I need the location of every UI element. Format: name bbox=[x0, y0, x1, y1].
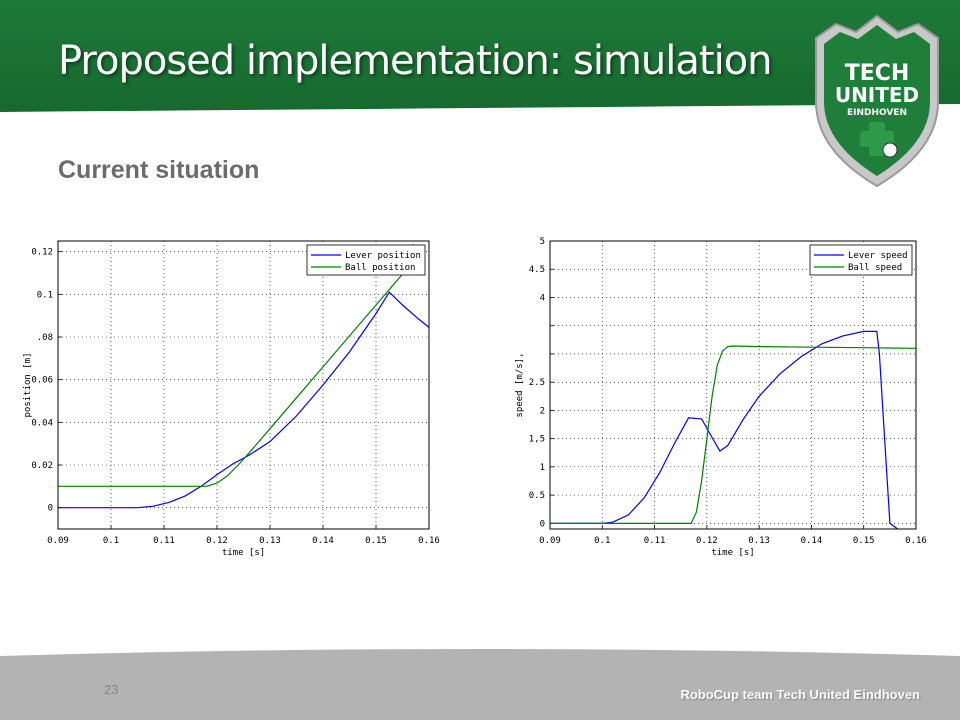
y-tick-label: 0 bbox=[48, 504, 53, 514]
series-line bbox=[550, 330, 899, 530]
slide-subtitle: Current situation bbox=[58, 156, 260, 184]
logo-line3: EINDHOVEN bbox=[847, 108, 907, 118]
y-tick-label: 0.04 bbox=[31, 418, 53, 428]
x-tick-label: 0.09 bbox=[539, 536, 561, 546]
legend-label: Lever position bbox=[345, 251, 421, 261]
y-tick-label: 2 bbox=[540, 406, 545, 416]
y-axis-label: speed [m/s], bbox=[515, 352, 525, 417]
page-number: 23 bbox=[104, 682, 119, 697]
plot-area bbox=[58, 241, 429, 529]
y-tick-label: 0.06 bbox=[31, 376, 53, 386]
y-tick-label: 1,5 bbox=[529, 435, 545, 445]
axes-frame bbox=[57, 240, 430, 530]
series-line bbox=[550, 345, 917, 524]
footer-band bbox=[0, 649, 960, 720]
y-tick-label: 0 bbox=[540, 519, 545, 529]
y-tick-label: 0.1 bbox=[37, 290, 53, 300]
tech-united-logo: TECH UNITED EINDHOVEN bbox=[815, 14, 939, 188]
legend-box bbox=[306, 244, 426, 276]
footer-text: RoboCup team Tech United Eindhoven bbox=[680, 687, 920, 702]
y-tick-label: 4.5 bbox=[529, 265, 545, 275]
series-line bbox=[58, 291, 430, 509]
header-band bbox=[0, 0, 960, 112]
y-axis-label: position [m] bbox=[23, 352, 33, 417]
logo-line1: TECH bbox=[845, 61, 910, 86]
axes-frame bbox=[549, 240, 917, 530]
x-tick-label: 0.15 bbox=[365, 536, 387, 546]
logo-star-icon bbox=[860, 122, 894, 156]
y-tick-label: 5 bbox=[540, 237, 545, 247]
x-tick-label: 0.14 bbox=[801, 536, 823, 546]
x-tick-label: 0.16 bbox=[418, 536, 440, 546]
series-line bbox=[58, 243, 414, 487]
y-tick-label: 2.5 bbox=[529, 378, 545, 388]
legend-label: Ball position bbox=[345, 263, 415, 273]
x-tick-label: 0.09 bbox=[47, 536, 69, 546]
x-tick-label: 0.1 bbox=[103, 536, 119, 546]
x-tick-label: 0.11 bbox=[153, 536, 175, 546]
slide-title: Proposed implementation: simulation bbox=[58, 38, 773, 84]
legend-box bbox=[809, 244, 913, 276]
y-tick-label: 1 bbox=[540, 463, 545, 473]
header-background bbox=[0, 0, 960, 112]
x-tick-label: 0.11 bbox=[644, 536, 666, 546]
x-tick-label: 0.13 bbox=[748, 536, 770, 546]
x-tick-label: 0.16 bbox=[905, 536, 927, 546]
x-axis-label: time [s] bbox=[222, 548, 265, 558]
logo-ball-icon bbox=[882, 142, 898, 158]
plot-area bbox=[550, 241, 916, 529]
x-tick-label: 0.14 bbox=[312, 536, 334, 546]
y-tick-label: 4 bbox=[540, 293, 545, 303]
legend-label: Ball speed bbox=[848, 263, 902, 273]
y-tick-label: 0.02 bbox=[31, 461, 53, 471]
legend-label: Lever speed bbox=[848, 251, 908, 261]
y-tick-label: 0.5 bbox=[529, 491, 545, 501]
x-tick-label: 0.12 bbox=[696, 536, 718, 546]
position-chart: 0.09 0.1 0.11 0.12 0.13 0.14 0.15 0.16 0 0.02 0.04… bbox=[23, 240, 440, 558]
x-tick-label: 0.15 bbox=[853, 536, 875, 546]
y-tick-label: 0.12 bbox=[31, 248, 53, 258]
x-tick-label: 0.12 bbox=[206, 536, 228, 546]
logo-line2: UNITED bbox=[835, 83, 919, 107]
x-axis-label: time [s] bbox=[711, 548, 754, 558]
x-tick-label: 0.13 bbox=[259, 536, 281, 546]
x-tick-label: 0.1 bbox=[594, 536, 610, 546]
speed-chart: 0.09 0.1 0.11 0.12 0.13 0.14 0.15 0.16 0 0.5 1 1,5 2… bbox=[515, 237, 927, 558]
y-tick-label: .08 bbox=[37, 333, 53, 343]
